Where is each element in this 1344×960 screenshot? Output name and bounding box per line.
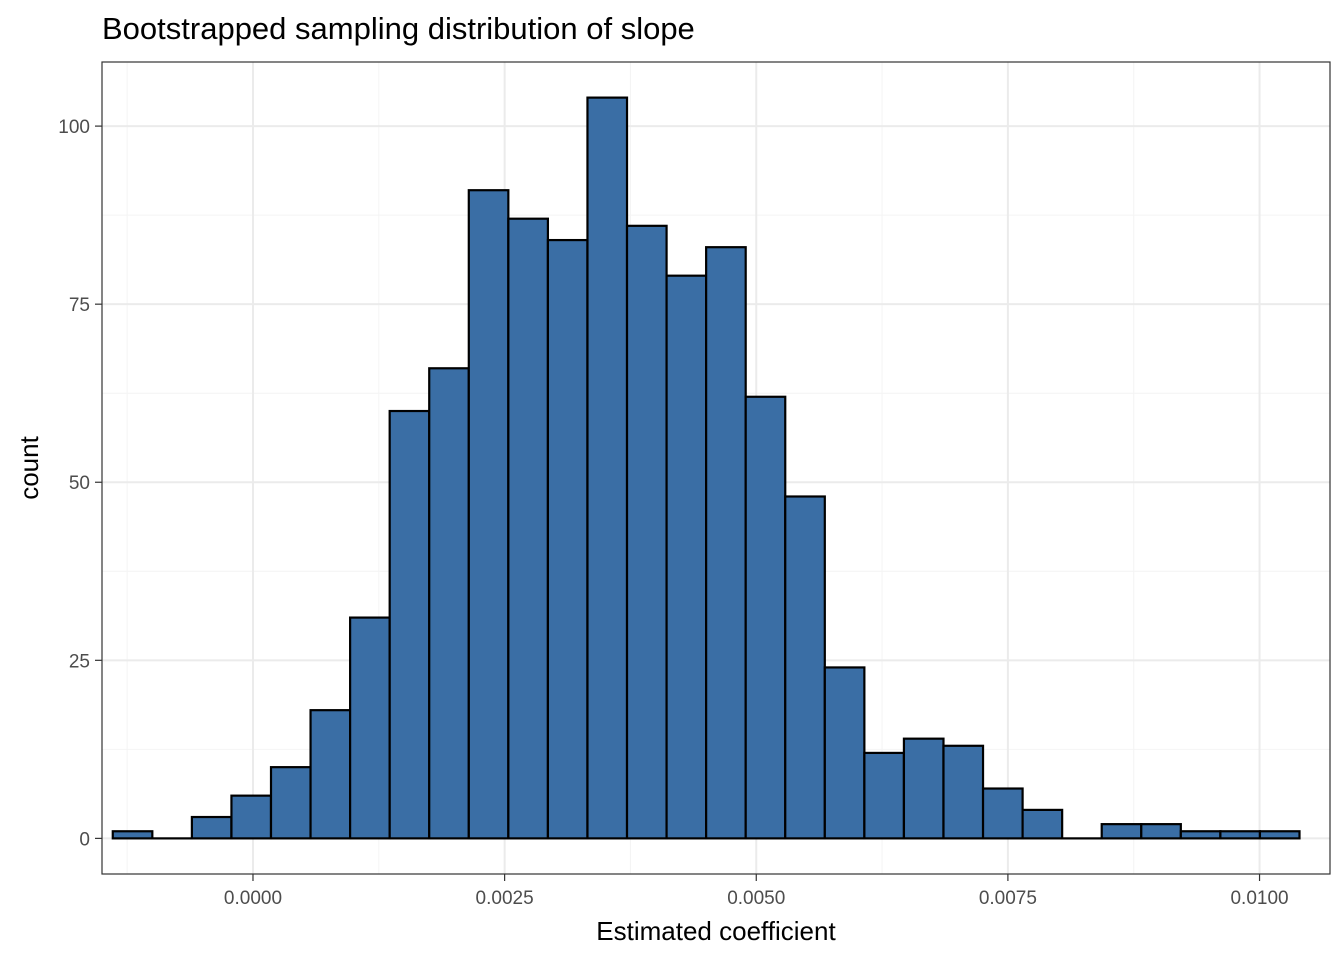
y-axis-title: count — [14, 435, 44, 499]
y-tick-label: 25 — [69, 651, 90, 672]
histogram-bar — [864, 753, 904, 838]
y-tick-label: 50 — [69, 473, 90, 494]
x-tick-label: 0.0100 — [1230, 888, 1288, 909]
histogram-bar — [983, 789, 1023, 839]
histogram-bar — [904, 739, 944, 839]
histogram-bar — [508, 219, 548, 839]
x-axis-ticks: 0.0000 0.0025 0.0050 0.0075 0.0100 — [224, 874, 1289, 909]
histogram-bar — [311, 710, 351, 838]
histogram-bar — [429, 368, 469, 838]
histogram-bar — [113, 831, 153, 838]
x-axis-title: Estimated coefficient — [596, 916, 836, 946]
histogram-bar — [627, 226, 667, 839]
histogram-bar — [825, 667, 865, 838]
histogram-bar — [1141, 824, 1181, 838]
x-tick-label: 0.0075 — [979, 888, 1037, 909]
y-tick-label: 100 — [58, 117, 90, 138]
histogram-bars — [113, 98, 1300, 839]
x-tick-label: 0.0000 — [224, 888, 282, 909]
x-tick-label: 0.0025 — [476, 888, 534, 909]
y-axis-ticks: 0 25 50 75 100 — [58, 117, 102, 850]
y-tick-label: 0 — [79, 829, 90, 850]
histogram-bar — [1260, 831, 1300, 838]
chart-title: Bootstrapped sampling distribution of sl… — [102, 11, 695, 46]
histogram-bar — [1220, 831, 1260, 838]
histogram-bar — [271, 767, 311, 838]
histogram-bar — [706, 247, 746, 838]
histogram-bar — [469, 190, 509, 838]
histogram-bar — [350, 618, 390, 839]
histogram-bar — [1102, 824, 1142, 838]
histogram-bar — [587, 98, 627, 839]
histogram-bar — [548, 240, 588, 838]
histogram-bar — [192, 817, 232, 838]
histogram-bar — [1023, 810, 1063, 838]
histogram-bar — [231, 796, 271, 839]
x-tick-label: 0.0050 — [727, 888, 785, 909]
y-tick-label: 75 — [69, 295, 90, 316]
histogram-bar — [667, 276, 707, 839]
histogram-bar — [390, 411, 430, 838]
histogram-bar — [785, 496, 825, 838]
histogram-bar — [746, 397, 786, 839]
histogram-bar — [943, 746, 983, 839]
histogram-bar — [1181, 831, 1221, 838]
